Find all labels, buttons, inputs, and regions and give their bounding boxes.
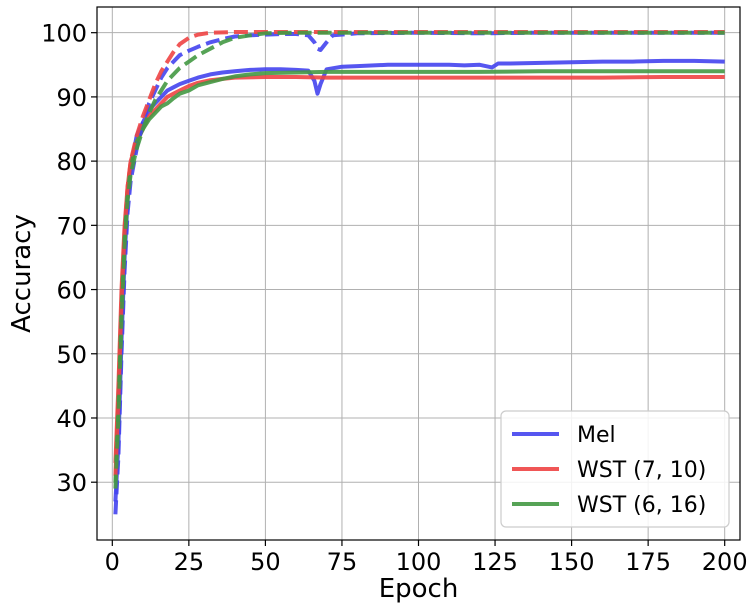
x-tick-label: 75 <box>327 548 358 576</box>
series-lines <box>113 30 725 515</box>
y-tick-label: 40 <box>56 405 87 433</box>
x-tick-label: 125 <box>472 548 518 576</box>
x-tick-label: 200 <box>702 548 748 576</box>
y-tick-label: 30 <box>56 469 87 497</box>
legend-label: WST (7, 10) <box>577 458 706 483</box>
series-line-4-dashed <box>113 30 725 476</box>
y-tick-label: 50 <box>56 341 87 369</box>
series-line-3-dashed <box>113 30 725 515</box>
x-tick-label: 0 <box>105 548 120 576</box>
legend-label: Mel <box>577 423 616 448</box>
x-tick-label: 25 <box>174 548 205 576</box>
legend: Mel WST (7, 10) WST (6, 16) <box>500 410 730 528</box>
y-tick-label: 100 <box>41 20 87 48</box>
y-tick-label: 90 <box>56 84 87 112</box>
y-tick-label: 70 <box>56 212 87 240</box>
axis-ticks: 0 25 50 75 100 125 150 175 200 30 40 50 60 70 80 90 100 <box>41 20 747 576</box>
x-tick-label: 100 <box>396 548 442 576</box>
series-line-1 <box>113 75 725 463</box>
x-tick-label: 175 <box>625 548 671 576</box>
y-tick-label: 80 <box>56 148 87 176</box>
legend-box <box>500 410 730 528</box>
x-axis-title: Epoch <box>379 574 459 604</box>
series-line-5-dashed <box>113 30 725 489</box>
y-axis-title: Accuracy <box>7 214 37 333</box>
y-tick-label: 60 <box>56 277 87 305</box>
x-tick-label: 50 <box>250 548 281 576</box>
x-tick-label: 150 <box>549 548 595 576</box>
legend-label: WST (6, 16) <box>577 493 706 518</box>
